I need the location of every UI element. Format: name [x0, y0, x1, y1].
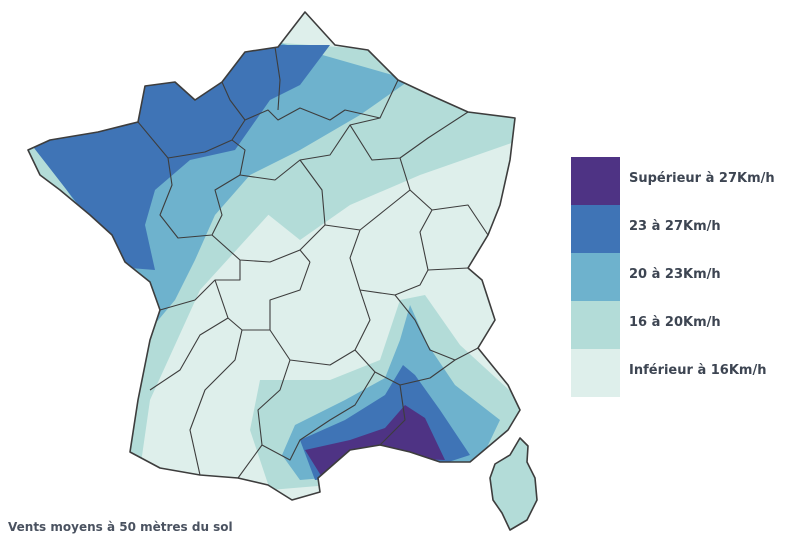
legend: Supérieur à 27Km/h 23 à 27Km/h 20 à 23Km…	[571, 157, 781, 397]
corsica	[489, 437, 538, 531]
legend-label: 23 à 27Km/h	[629, 219, 721, 234]
legend-label: 16 à 20Km/h	[629, 315, 721, 330]
zone-23-27-northwest	[28, 45, 330, 270]
legend-label: Supérieur à 27Km/h	[629, 171, 775, 186]
region-borders	[137, 46, 489, 479]
legend-item: 20 à 23Km/h	[571, 253, 781, 301]
legend-label: 20 à 23Km/h	[629, 267, 721, 282]
legend-swatch	[571, 157, 620, 205]
legend-item: 16 à 20Km/h	[571, 301, 781, 349]
legend-swatch	[571, 253, 620, 301]
legend-item: Supérieur à 27Km/h	[571, 157, 781, 205]
legend-label: Inférieur à 16Km/h	[629, 363, 767, 378]
legend-item: 23 à 27Km/h	[571, 205, 781, 253]
legend-swatch	[571, 205, 620, 253]
france-outline	[27, 11, 521, 501]
map-caption: Vents moyens à 50 mètres du sol	[8, 520, 233, 534]
legend-item: Inférieur à 16Km/h	[571, 349, 781, 397]
legend-swatch	[571, 349, 620, 397]
legend-swatch	[571, 301, 620, 349]
